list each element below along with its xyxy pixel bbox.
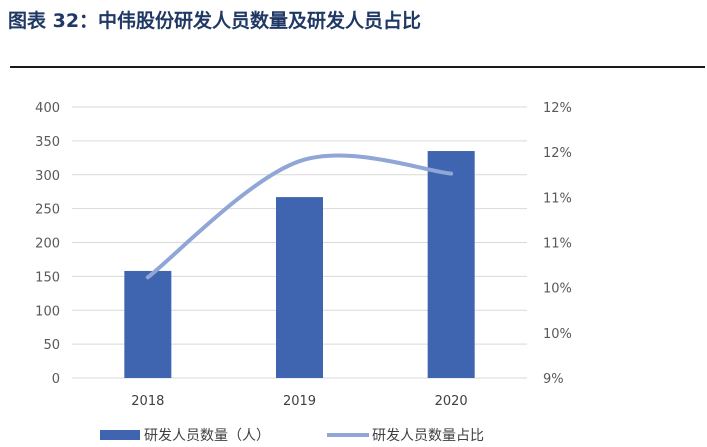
- y-left-tick-label: 400: [35, 101, 60, 116]
- bar-2019: [276, 197, 323, 378]
- figure-title: 图表 32：中伟股份研发人员数量及研发人员占比: [8, 10, 422, 32]
- legend-label-bar: 研发人员数量（人）: [144, 428, 270, 444]
- y-left-tick-label: 300: [35, 169, 60, 184]
- legend-swatch-bar: [100, 430, 140, 440]
- y-right-tick-label: 10%: [543, 327, 572, 342]
- y-left-tick-label: 100: [35, 304, 60, 319]
- x-tick-label: 2019: [283, 394, 316, 409]
- y-right-tick-label: 9%: [543, 372, 564, 387]
- y-right-tick-label: 12%: [543, 101, 572, 116]
- legend-label-line: 研发人员数量占比: [372, 428, 484, 444]
- x-tick-label: 2020: [435, 394, 468, 409]
- y-right-tick-label: 11%: [543, 237, 572, 252]
- y-right-tick-label: 12%: [543, 146, 572, 161]
- y-left-tick-label: 50: [43, 338, 60, 353]
- series-line: [145, 153, 454, 280]
- bar-2020: [427, 151, 475, 378]
- y-left-tick-label: 150: [35, 270, 60, 285]
- y-right-tick-label: 11%: [543, 191, 572, 206]
- bar-2018: [124, 270, 172, 378]
- y-left-tick-label: 200: [35, 237, 60, 252]
- y-left-tick-label: 350: [35, 135, 60, 150]
- y-left-tick-label: 250: [35, 203, 60, 218]
- y-left-tick-label: 0: [52, 372, 60, 387]
- y-right-tick-label: 10%: [543, 282, 572, 297]
- title-divider: [10, 66, 705, 68]
- x-tick-label: 2018: [131, 394, 164, 409]
